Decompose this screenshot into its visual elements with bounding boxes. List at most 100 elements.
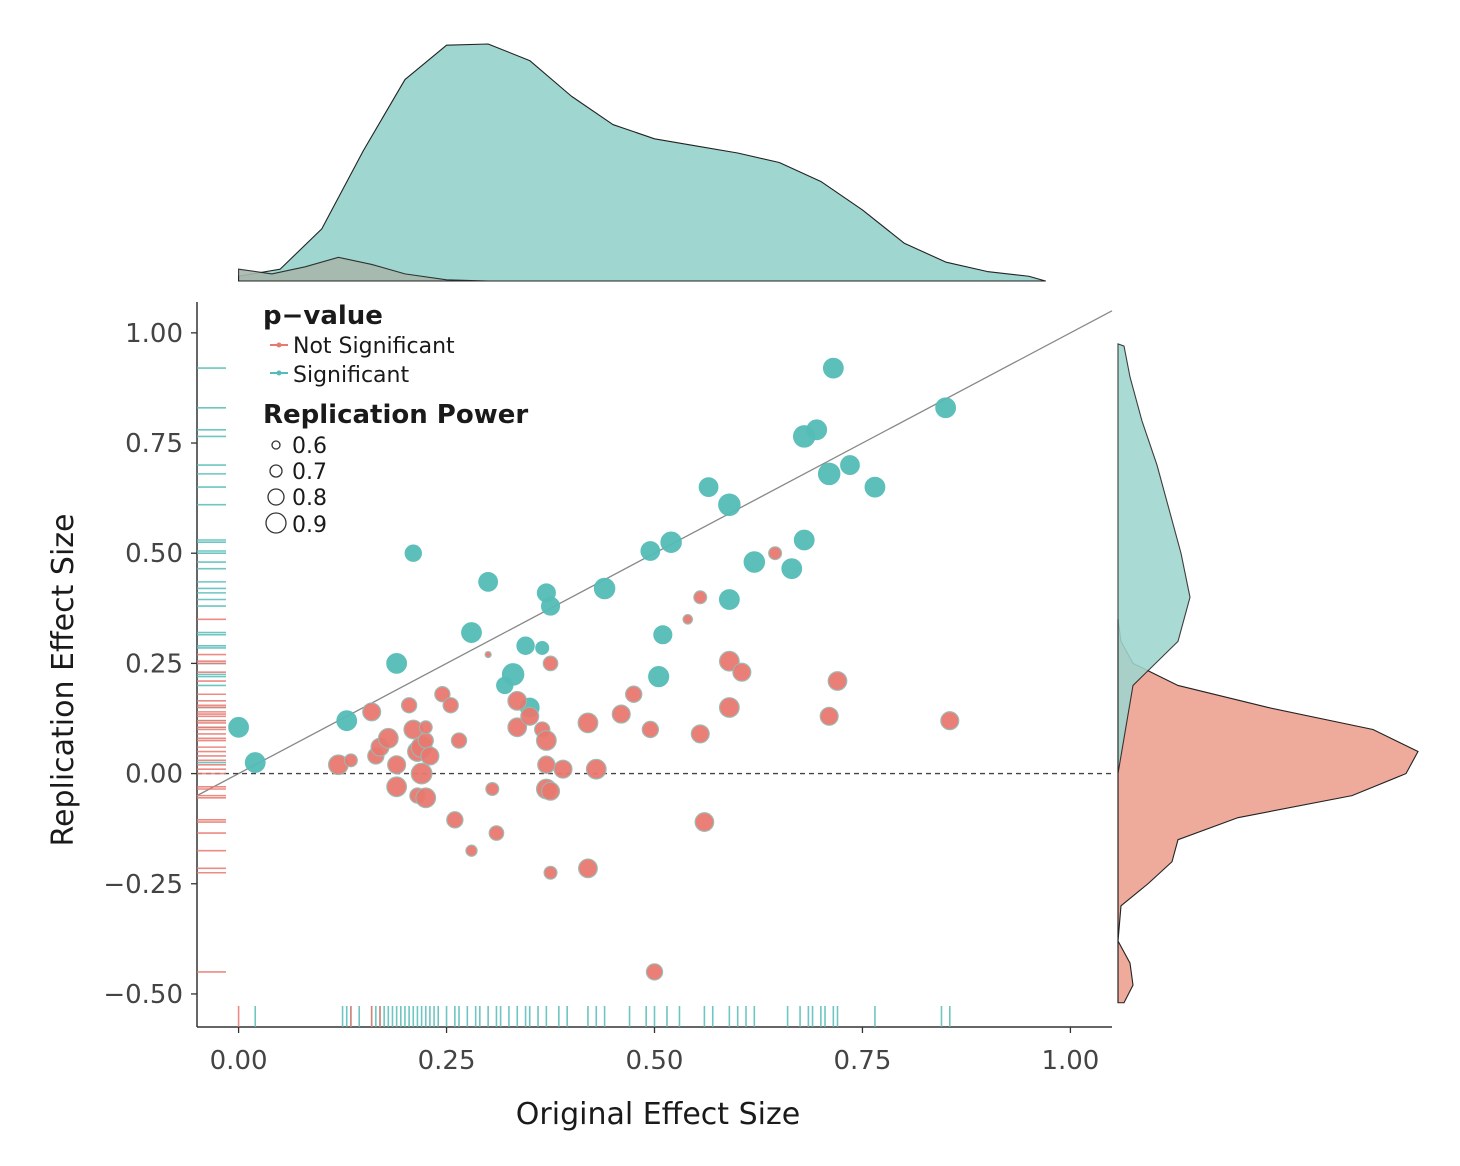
point-not-significant [343, 753, 358, 768]
legend-label-not-significant: Not Significant [293, 334, 455, 359]
point-not-significant [420, 746, 440, 766]
point-not-significant [540, 781, 561, 801]
point-not-significant [400, 697, 418, 714]
point-significant [660, 531, 682, 553]
point-significant [822, 357, 844, 379]
point-not-significant [578, 858, 598, 879]
point-not-significant [417, 732, 434, 749]
point-not-significant [625, 685, 643, 703]
point-not-significant [694, 812, 715, 832]
point-significant [817, 462, 841, 486]
x-axis-title: Original Effect Size [516, 1097, 800, 1132]
rug-marks [197, 367, 951, 1027]
point-significant [864, 476, 886, 498]
point-not-significant [611, 704, 631, 724]
legend-size-0-6: 0.6 [271, 434, 327, 459]
point-not-significant [718, 697, 740, 718]
legend-size-label-0-7: 0.7 [292, 460, 327, 485]
legend-item-significant: Significant [270, 363, 409, 388]
point-significant [718, 493, 741, 516]
point-not-significant [732, 662, 752, 682]
legend-size-label-0-8: 0.8 [292, 486, 327, 511]
top-density-plot [238, 43, 1046, 282]
point-not-significant [485, 782, 500, 797]
point-not-significant [520, 706, 540, 726]
point-significant [404, 544, 422, 562]
point-significant [935, 397, 957, 419]
legend: p−value Not Significant Significant Repl… [263, 301, 528, 538]
point-not-significant [553, 759, 573, 779]
point-not-significant [387, 755, 407, 775]
legend-item-not-significant: Not Significant [270, 334, 455, 359]
legend-size-0-8: 0.8 [267, 486, 327, 511]
legend-size-label-0-9: 0.9 [292, 513, 327, 538]
point-not-significant [507, 690, 528, 711]
point-significant [781, 558, 803, 580]
point-significant [718, 589, 740, 610]
point-not-significant [940, 711, 960, 731]
point-not-significant [693, 590, 708, 605]
point-significant [653, 625, 673, 645]
y-tick-label: 0.00 [125, 760, 183, 790]
point-significant [793, 529, 815, 551]
point-significant [698, 477, 719, 497]
point-not-significant [585, 758, 607, 780]
point-not-significant [377, 727, 399, 749]
y-tick-label: 0.75 [125, 429, 183, 459]
x-ticks: 0.00 0.25 0.50 0.75 1.00 [210, 1027, 1099, 1076]
x-tick-label: 0.50 [626, 1046, 684, 1076]
point-significant [244, 752, 266, 773]
point-not-significant [465, 844, 478, 857]
point-not-significant [362, 702, 382, 722]
point-significant [386, 652, 408, 674]
top-density-not-significant [238, 256, 489, 282]
legend-size-key-0-7 [269, 464, 283, 478]
x-tick-label: 1.00 [1041, 1046, 1099, 1076]
point-significant [336, 710, 358, 732]
top-density-significant [238, 43, 1046, 282]
legend-size-label-0-6: 0.6 [292, 434, 327, 459]
right-density-plot [1117, 343, 1419, 1004]
y-tick-label: 1.00 [125, 319, 183, 349]
point-significant [640, 541, 661, 561]
legend-size-0-9: 0.9 [265, 512, 327, 538]
point-significant [806, 419, 828, 441]
main-panel: 0.00 0.25 0.50 0.75 1.00 1.00 0.75 0.50 0.25 0.0… [103, 302, 1113, 1076]
point-not-significant [507, 717, 528, 738]
legend-size-key-0-8 [267, 488, 285, 506]
x-tick-label: 0.25 [418, 1046, 476, 1076]
point-not-significant [718, 650, 740, 672]
point-not-significant [543, 865, 558, 880]
point-not-significant [537, 755, 556, 774]
point-not-significant [450, 732, 468, 749]
point-not-significant [418, 720, 433, 735]
data-points [228, 357, 960, 981]
point-not-significant [827, 671, 848, 691]
point-not-significant [434, 686, 451, 703]
x-tick-label: 0.75 [834, 1046, 892, 1076]
point-significant [461, 622, 482, 643]
point-significant [535, 640, 550, 655]
point-significant [540, 596, 561, 616]
y-tick-label: −0.50 [103, 980, 183, 1010]
point-significant [648, 666, 670, 688]
point-significant [478, 571, 499, 592]
legend-color-title: p−value [263, 301, 383, 331]
legend-label-significant: Significant [293, 363, 409, 388]
point-significant [840, 455, 860, 475]
legend-size-0-7: 0.7 [269, 460, 327, 485]
point-not-significant [542, 655, 559, 672]
x-tick-label: 0.00 [210, 1046, 268, 1076]
legend-size-key-0-6 [271, 440, 281, 450]
point-not-significant [819, 706, 839, 726]
point-not-significant [484, 650, 492, 659]
point-not-significant [386, 776, 408, 798]
point-significant [501, 663, 525, 686]
point-not-significant [446, 811, 464, 829]
legend-key-dot-significant [276, 370, 282, 376]
point-significant [743, 551, 766, 573]
point-not-significant [645, 963, 664, 981]
legend-size-title: Replication Power [263, 400, 528, 430]
legend-key-dot-not-significant [276, 342, 282, 348]
